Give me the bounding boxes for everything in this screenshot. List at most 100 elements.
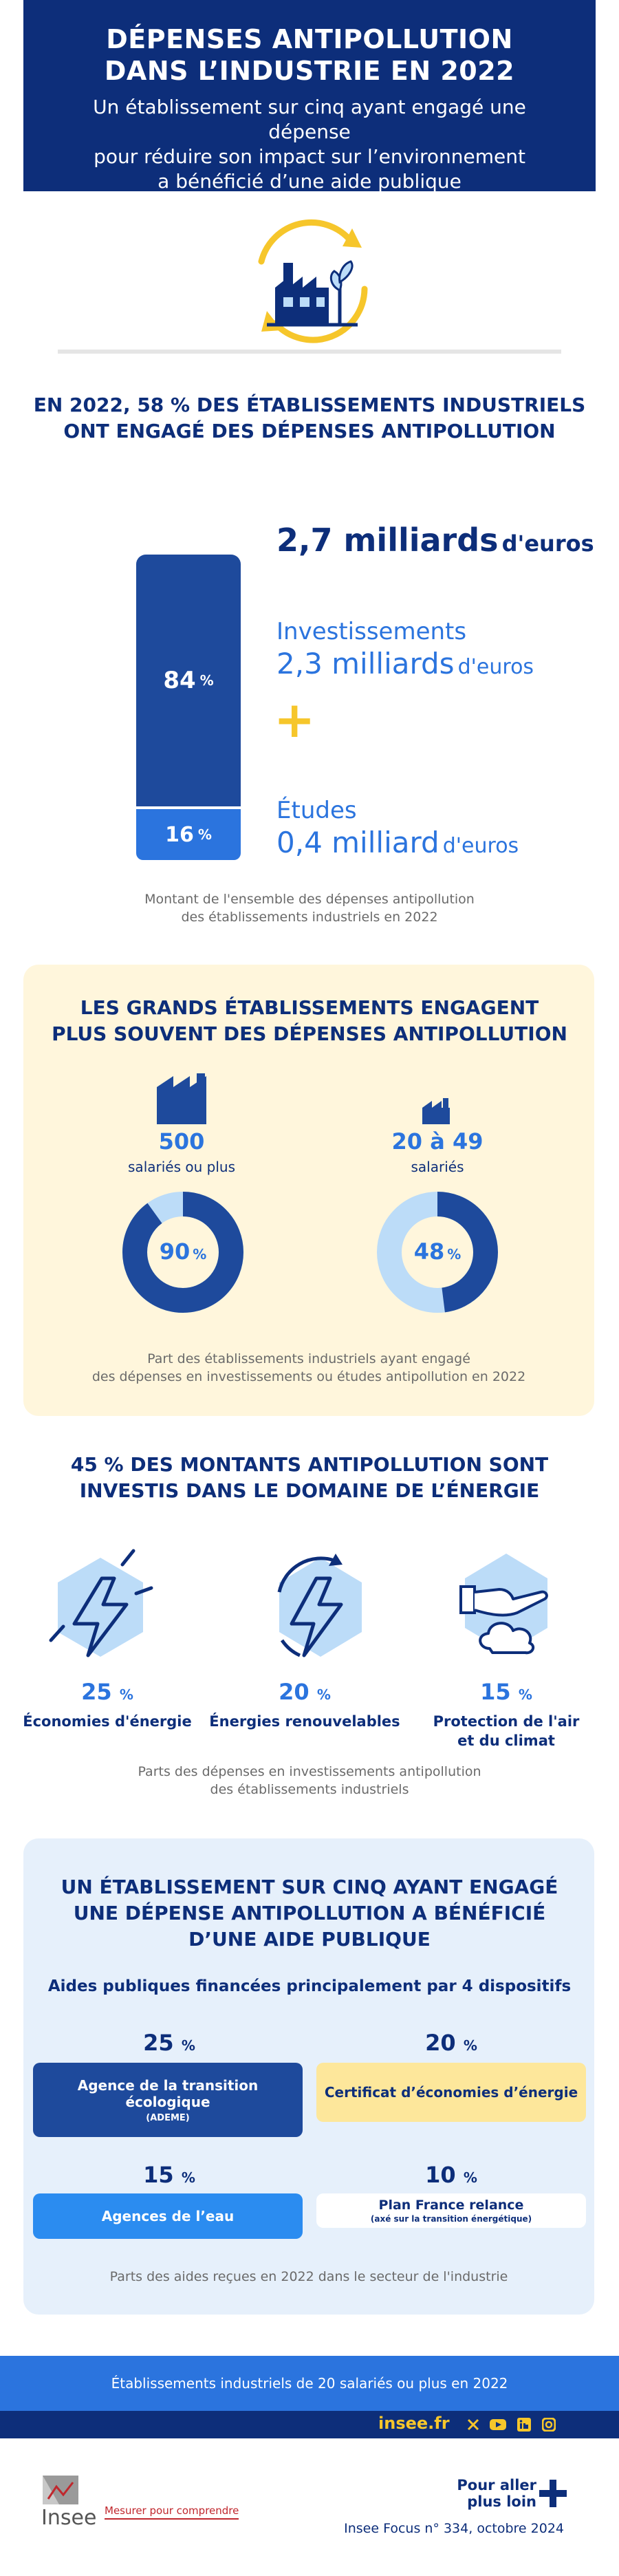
hand-cloud-icon bbox=[459, 1554, 548, 1655]
energy-item-2-value: 20 bbox=[279, 1679, 310, 1705]
title-line-2: DANS L’INDUSTRIE EN 2022 bbox=[104, 56, 515, 86]
more-info-line-1: Pour aller bbox=[457, 2477, 536, 2493]
studies-value: 0,4 milliard bbox=[276, 826, 439, 859]
aid-4-sub: (axé sur la transition énergétique) bbox=[370, 2214, 532, 2224]
section4-subtitle: Aides publiques financées principalement… bbox=[47, 1977, 572, 1995]
aid-4-pct: 10 % bbox=[382, 2162, 520, 2188]
more-info-label[interactable]: Pour aller plus loin bbox=[440, 2477, 536, 2510]
pct-sign: % bbox=[463, 2037, 477, 2054]
divider bbox=[58, 350, 561, 354]
size-small-label: salariés bbox=[411, 1159, 464, 1175]
section2-caption-line-2: des dépenses en investissements ou étude… bbox=[91, 1369, 526, 1384]
aid-3-pct: 15 % bbox=[100, 2162, 238, 2188]
social-bar: insee.fr bbox=[0, 2411, 619, 2438]
energy-item-2-label-line-1: Énergies renouvelables bbox=[209, 1713, 400, 1730]
donut-small-arc bbox=[377, 1192, 498, 1313]
section1-caption: Montant de l'ensemble des dépenses antip… bbox=[0, 890, 619, 926]
pct-sign: % bbox=[181, 2169, 195, 2186]
donut-large-value-wrap: 90% bbox=[121, 1238, 245, 1265]
energy-item-1-pct: 25 % bbox=[39, 1679, 176, 1705]
aid-2-label: Certificat d’économies d’énergie bbox=[324, 2084, 578, 2101]
pct-sign: % bbox=[193, 1246, 207, 1263]
aid-4-label: Plan France relance bbox=[378, 2198, 524, 2213]
section4-caption: Parts des aides reçues en 2022 dans le s… bbox=[109, 2269, 508, 2284]
large-establishments-panel bbox=[23, 965, 594, 1416]
pct-sign: % bbox=[199, 672, 214, 689]
energy-item-2-label: Énergies renouvelables bbox=[202, 1712, 408, 1731]
section3-caption: Parts des dépenses en investissements an… bbox=[0, 1763, 619, 1799]
linkedin-icon[interactable] bbox=[517, 2418, 531, 2432]
header-banner: DÉPENSES ANTIPOLLUTION DANS L’INDUSTRIE … bbox=[23, 0, 596, 194]
donut-large-arc bbox=[122, 1192, 243, 1313]
energy-item-1-label-line-1: Économies d'énergie bbox=[23, 1713, 192, 1730]
instagram-icon[interactable] bbox=[542, 2418, 556, 2432]
aid-1-value: 25 bbox=[143, 2030, 174, 2056]
more-info-line-2: plus loin bbox=[467, 2493, 536, 2510]
section2-title-line-2: PLUS SOUVENT DES DÉPENSES ANTIPOLLUTION bbox=[52, 1022, 567, 1045]
section3-title-line-2: INVESTIS DANS LE DOMAINE DE L’ÉNERGIE bbox=[79, 1479, 540, 1502]
pct-sign: % bbox=[447, 1246, 461, 1263]
total-value: 2,7 milliards bbox=[276, 522, 499, 559]
insee-logo bbox=[43, 2476, 78, 2504]
aid-1-label: Agence de la transition écologique bbox=[77, 2076, 259, 2110]
aid-3-value: 15 bbox=[143, 2162, 174, 2188]
total-amount: 2,7 milliards d'euros bbox=[276, 522, 600, 559]
studies-unit: d'euros bbox=[442, 834, 519, 858]
bar-etudes: 16% bbox=[136, 809, 241, 860]
scope-band: Établissements industriels de 20 salarié… bbox=[0, 2356, 619, 2411]
size-large: 500 bbox=[158, 1128, 205, 1155]
lightning-icon bbox=[49, 1549, 153, 1657]
x-icon[interactable] bbox=[466, 2418, 480, 2432]
donut-large-value: 90 bbox=[159, 1238, 191, 1265]
plus-sign: + bbox=[274, 691, 316, 749]
energy-item-3-label: Protection de l'air et du climat bbox=[417, 1712, 596, 1750]
donut-small-value-wrap: 48% bbox=[376, 1238, 499, 1265]
donut-small bbox=[377, 1192, 498, 1313]
subtitle-line-3: a bénéficié d’une aide publique bbox=[158, 170, 461, 193]
donut-small-value: 48 bbox=[413, 1238, 445, 1265]
donut-large bbox=[122, 1192, 243, 1313]
aid-1-box: Agence de la transition écologique (ADEM… bbox=[33, 2063, 303, 2137]
energy-item-1-label: Économies d'énergie bbox=[11, 1712, 204, 1731]
aid-4-box: Plan France relance (axé sur la transiti… bbox=[316, 2193, 586, 2228]
pct-sign: % bbox=[197, 826, 212, 843]
section4-title-line-2: UNE DÉPENSE ANTIPOLLUTION A BÉNÉFICIÉ bbox=[73, 1902, 546, 1924]
section4-title-line-3: D’UNE AIDE PUBLIQUE bbox=[188, 1928, 431, 1951]
plus-icon[interactable] bbox=[538, 2478, 568, 2509]
energy-item-3-label-line-2: et du climat bbox=[457, 1732, 555, 1749]
insee-logo-text: Insee bbox=[41, 2506, 97, 2530]
section2-caption: Part des établissements industriels ayan… bbox=[23, 1350, 594, 1386]
renewable-lightning-icon bbox=[277, 1554, 362, 1657]
section2-title-line-1: LES GRANDS ÉTABLISSEMENTS ENGAGENT bbox=[80, 996, 539, 1019]
aid-1-sub: (ADEME) bbox=[146, 2112, 190, 2123]
subtitle-line-2: pour réduire son impact sur l’environnem… bbox=[94, 145, 525, 168]
aid-2-value: 20 bbox=[425, 2030, 456, 2056]
scope-text: Établissements industriels de 20 salarié… bbox=[111, 2375, 508, 2392]
factory-cycle-icon bbox=[258, 219, 368, 343]
size-large-label: salariés ou plus bbox=[128, 1159, 235, 1175]
section3-title-line-1: 45 % DES MONTANTS ANTIPOLLUTION SONT bbox=[70, 1453, 549, 1476]
bar-investissements-value: 84 bbox=[163, 667, 196, 694]
aid-2-box: Certificat d’économies d’énergie bbox=[316, 2063, 586, 2122]
section1-title-line-1: EN 2022, 58 % DES ÉTABLISSEMENTS INDUSTR… bbox=[33, 394, 586, 416]
title-line-1: DÉPENSES ANTIPOLLUTION bbox=[106, 24, 513, 54]
aid-3-label: Agences de l’eau bbox=[101, 2208, 235, 2224]
pct-sign: % bbox=[181, 2037, 195, 2054]
publication-reference: Insee Focus n° 334, octobre 2024 bbox=[344, 2521, 564, 2536]
section1-title-line-2: ONT ENGAGÉ DES DÉPENSES ANTIPOLLUTION bbox=[63, 420, 556, 442]
energy-item-1-value: 25 bbox=[81, 1679, 112, 1705]
energy-item-3-label-line-1: Protection de l'air bbox=[433, 1713, 580, 1730]
page-subtitle: Un établissement sur cinq ayant engagé u… bbox=[23, 95, 596, 194]
site-link[interactable]: insee.fr bbox=[378, 2414, 450, 2433]
studies-amount: 0,4 milliard d'euros bbox=[276, 826, 600, 859]
section3-caption-line-2: des établissements industriels bbox=[210, 1782, 409, 1797]
youtube-icon[interactable] bbox=[490, 2418, 506, 2432]
pct-sign: % bbox=[518, 1686, 532, 1703]
energy-item-3-value: 15 bbox=[480, 1679, 511, 1705]
pct-sign: % bbox=[119, 1686, 133, 1703]
aid-4-value: 10 bbox=[425, 2162, 456, 2188]
invest-label: Investissements bbox=[276, 618, 467, 645]
section4-title: UN ÉTABLISSEMENT SUR CINQ AYANT ENGAGÉ U… bbox=[0, 1874, 619, 1953]
large-factory-icon bbox=[157, 1073, 206, 1124]
section1-caption-line-1: Montant de l'ensemble des dépenses antip… bbox=[144, 892, 475, 907]
